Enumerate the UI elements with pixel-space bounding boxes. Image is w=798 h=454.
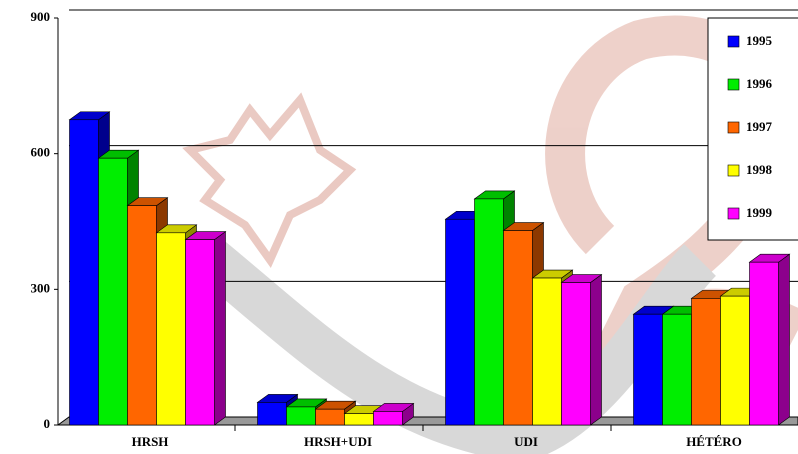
bar xyxy=(98,157,128,426)
legend-label: 1997 xyxy=(746,119,773,134)
legend-swatch xyxy=(727,78,740,91)
x-tick-label: HRSH+UDI xyxy=(304,434,372,449)
bar xyxy=(691,298,721,426)
legend-label: 1999 xyxy=(746,205,773,220)
bar xyxy=(532,277,562,426)
bar xyxy=(286,406,316,426)
bar xyxy=(474,198,504,426)
x-tick-label: UDI xyxy=(514,434,538,449)
bar xyxy=(662,313,692,426)
bar xyxy=(185,239,215,426)
bar-side xyxy=(778,253,790,426)
bar xyxy=(749,261,779,426)
x-tick-label: HRSH xyxy=(132,434,169,449)
legend-swatch xyxy=(727,207,740,220)
bar xyxy=(344,413,374,426)
bar xyxy=(503,230,533,426)
bar xyxy=(69,119,99,426)
bar-side xyxy=(214,230,226,426)
legend-label: 1996 xyxy=(746,76,773,91)
y-tick-label: 300 xyxy=(31,280,51,295)
bar xyxy=(561,282,591,426)
bar-side xyxy=(590,273,602,426)
legend-swatch xyxy=(727,121,740,134)
bar xyxy=(127,205,157,426)
legend-label: 1998 xyxy=(746,162,773,177)
legend-box xyxy=(707,17,798,241)
bar xyxy=(156,232,186,426)
legend-swatch xyxy=(727,35,740,48)
x-tick-label: HÉTÉRO xyxy=(686,434,742,449)
y-tick-label: 900 xyxy=(31,9,51,24)
bar xyxy=(257,402,287,426)
y-tick-label: 600 xyxy=(31,145,51,160)
bar xyxy=(315,408,345,426)
legend-label: 1995 xyxy=(746,33,773,48)
bar xyxy=(720,295,750,426)
bar xyxy=(445,218,475,426)
bar xyxy=(373,411,403,426)
legend-swatch xyxy=(727,164,740,177)
bar xyxy=(633,313,663,426)
y-tick-label: 0 xyxy=(44,416,51,431)
